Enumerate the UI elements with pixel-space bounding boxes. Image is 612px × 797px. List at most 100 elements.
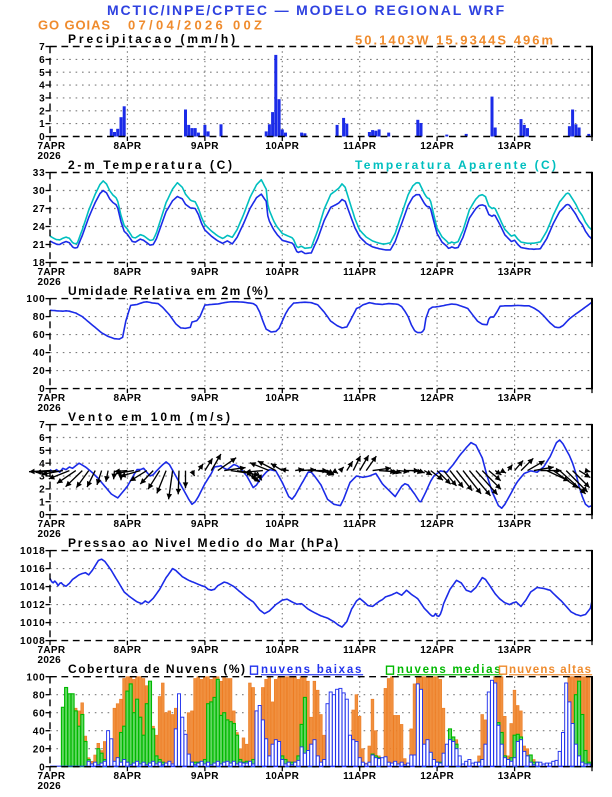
svg-text:0: 0	[39, 510, 45, 521]
svg-text:0: 0	[39, 762, 45, 773]
svg-text:MCTIC/INPE/CPTEC — MODELO REGI: MCTIC/INPE/CPTEC — MODELO REGIONAL WRF	[107, 2, 506, 18]
svg-text:10APR: 10APR	[265, 771, 299, 782]
svg-text:11APR: 11APR	[343, 393, 377, 404]
svg-text:11APR: 11APR	[343, 519, 377, 530]
svg-text:10APR: 10APR	[265, 519, 299, 530]
svg-text:4: 4	[39, 459, 45, 470]
svg-text:80: 80	[33, 312, 46, 323]
svg-text:2: 2	[39, 106, 45, 117]
svg-text:12APR: 12APR	[420, 267, 454, 278]
svg-text:12APR: 12APR	[420, 519, 454, 530]
svg-text:13APR: 13APR	[498, 645, 532, 656]
svg-text:5: 5	[39, 446, 45, 457]
svg-text:7APR: 7APR	[38, 267, 66, 278]
svg-text:8APR: 8APR	[113, 267, 141, 278]
svg-text:9APR: 9APR	[191, 519, 219, 530]
svg-text:8APR: 8APR	[113, 393, 141, 404]
svg-text:13APR: 13APR	[498, 771, 532, 782]
svg-text:9APR: 9APR	[191, 141, 219, 152]
svg-text:1012: 1012	[20, 600, 45, 611]
svg-text:13APR: 13APR	[498, 519, 532, 530]
svg-text:8APR: 8APR	[113, 645, 141, 656]
svg-text:Pressao ao Nivel Medio do Mar: Pressao ao Nivel Medio do Mar (hPa)	[68, 536, 340, 550]
svg-text:9APR: 9APR	[191, 267, 219, 278]
svg-text:nuvens baixas: nuvens baixas	[261, 664, 363, 676]
svg-text:3: 3	[39, 94, 45, 105]
svg-text:60: 60	[33, 708, 46, 719]
svg-text:11APR: 11APR	[343, 141, 377, 152]
svg-text:12APR: 12APR	[420, 141, 454, 152]
svg-text:13APR: 13APR	[498, 267, 532, 278]
svg-text:10APR: 10APR	[265, 141, 299, 152]
svg-text:11APR: 11APR	[343, 267, 377, 278]
svg-text:7: 7	[39, 420, 45, 431]
svg-text:13APR: 13APR	[498, 141, 532, 152]
svg-text:2-m Temperatura (C): 2-m Temperatura (C)	[68, 158, 235, 172]
svg-text:2026: 2026	[38, 655, 62, 666]
svg-text:40: 40	[33, 726, 46, 737]
svg-text:1: 1	[39, 119, 45, 130]
svg-text:100: 100	[26, 294, 45, 305]
svg-text:8APR: 8APR	[113, 771, 141, 782]
svg-text:50.1403W 15.9344S 496m: 50.1403W 15.9344S 496m	[355, 33, 555, 48]
svg-text:6: 6	[39, 433, 45, 444]
svg-text:1008: 1008	[20, 636, 45, 647]
svg-text:1: 1	[39, 497, 45, 508]
svg-text:9APR: 9APR	[191, 645, 219, 656]
svg-text:Temperatura Aparente (C): Temperatura Aparente (C)	[355, 158, 558, 172]
svg-text:21: 21	[33, 240, 46, 251]
svg-text:6: 6	[39, 55, 45, 66]
svg-text:10APR: 10APR	[265, 645, 299, 656]
svg-text:7APR: 7APR	[38, 645, 66, 656]
svg-text:40: 40	[33, 348, 46, 359]
svg-text:7APR: 7APR	[38, 771, 66, 782]
svg-text:Vento em 10m (m/s): Vento em 10m (m/s)	[68, 410, 233, 424]
svg-text:7APR: 7APR	[38, 519, 66, 530]
svg-text:12APR: 12APR	[420, 771, 454, 782]
svg-text:2: 2	[39, 484, 45, 495]
svg-text:11APR: 11APR	[343, 771, 377, 782]
svg-text:2026: 2026	[38, 277, 62, 288]
svg-text:27: 27	[33, 204, 46, 215]
svg-text:4: 4	[39, 81, 45, 92]
svg-text:nuvens altas: nuvens altas	[509, 664, 592, 676]
svg-text:10APR: 10APR	[265, 393, 299, 404]
svg-text:33: 33	[33, 168, 46, 179]
svg-text:10APR: 10APR	[265, 267, 299, 278]
svg-text:18: 18	[33, 258, 46, 269]
svg-text:Umidade Relativa em 2m (%): Umidade Relativa em 2m (%)	[68, 284, 270, 298]
svg-text:60: 60	[33, 330, 46, 341]
svg-text:80: 80	[33, 690, 46, 701]
svg-text:2026: 2026	[38, 403, 62, 414]
svg-text:07/04/2026 00Z: 07/04/2026 00Z	[128, 18, 265, 33]
svg-text:Cobertura de Nuvens (%): Cobertura de Nuvens (%)	[68, 662, 247, 676]
svg-text:0: 0	[39, 132, 45, 143]
svg-text:100: 100	[26, 672, 45, 683]
svg-text:8APR: 8APR	[113, 519, 141, 530]
svg-text:7APR: 7APR	[38, 141, 66, 152]
svg-text:7APR: 7APR	[38, 393, 66, 404]
svg-text:5: 5	[39, 68, 45, 79]
svg-text:1016: 1016	[20, 564, 45, 575]
svg-text:2026: 2026	[38, 151, 62, 162]
svg-text:0: 0	[39, 384, 45, 395]
svg-text:1010: 1010	[20, 618, 45, 629]
svg-text:Precipitacao (mm/h): Precipitacao (mm/h)	[68, 32, 238, 46]
svg-text:9APR: 9APR	[191, 393, 219, 404]
svg-text:nuvens medias: nuvens medias	[397, 664, 502, 676]
svg-text:20: 20	[33, 744, 46, 755]
svg-text:12APR: 12APR	[420, 645, 454, 656]
svg-text:12APR: 12APR	[420, 393, 454, 404]
svg-text:20: 20	[33, 366, 46, 377]
svg-text:3: 3	[39, 472, 45, 483]
svg-text:24: 24	[33, 222, 46, 233]
svg-text:1018: 1018	[20, 546, 45, 557]
svg-text:13APR: 13APR	[498, 393, 532, 404]
svg-text:1014: 1014	[20, 582, 45, 593]
svg-text:9APR: 9APR	[191, 771, 219, 782]
svg-text:2026: 2026	[38, 529, 62, 540]
svg-text:2026: 2026	[38, 781, 62, 792]
svg-text:7: 7	[39, 42, 45, 53]
svg-text:11APR: 11APR	[343, 645, 377, 656]
svg-text:GO GOIAS: GO GOIAS	[38, 18, 111, 33]
